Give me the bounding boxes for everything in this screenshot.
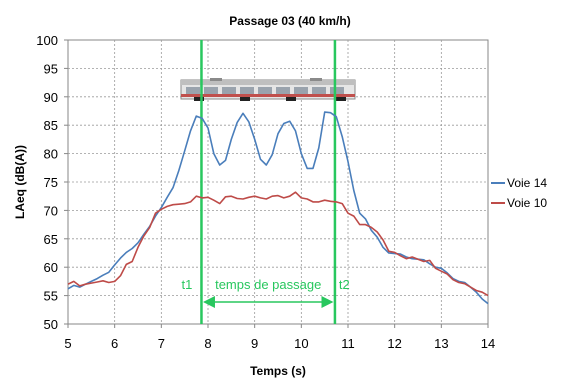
x-tick-label: 7 [158, 336, 165, 351]
legend: Voie 14 Voie 10 [491, 176, 547, 210]
x-tick-label: 11 [341, 336, 355, 351]
legend-label-voie-10: Voie 10 [507, 196, 547, 210]
series-line-voie-10 [67, 191, 489, 297]
y-tick-label: 90 [44, 90, 58, 105]
y-tick-labels: 50 55 60 65 70 75 80 85 90 95 100 [36, 33, 58, 332]
x-tick-label: 6 [111, 336, 118, 351]
series-lines [67, 111, 489, 305]
x-tick-label: 13 [434, 336, 448, 351]
x-tick-labels: 5 6 7 8 9 10 11 12 13 14 [64, 336, 495, 351]
x-tick-label: 5 [64, 336, 71, 351]
y-tick-label: 65 [44, 232, 58, 247]
x-axis-label: Temps (s) [250, 364, 306, 378]
passage-label: temps de passage [215, 277, 321, 292]
x-tick-label: 10 [294, 336, 308, 351]
y-axis-label: LAeq (dB(A)) [13, 145, 27, 219]
y-tick-label: 95 [44, 61, 58, 76]
x-tick-label: 9 [251, 336, 258, 351]
legend-label-voie-14: Voie 14 [507, 176, 547, 190]
y-tick-label: 55 [44, 289, 58, 304]
x-tick-label: 8 [204, 336, 211, 351]
gridlines [64, 39, 489, 328]
y-tick-label: 80 [44, 147, 58, 162]
y-tick-label: 85 [44, 118, 58, 133]
passage-markers: t1 t2 temps de passage [181, 40, 350, 324]
y-tick-label: 60 [44, 260, 58, 275]
y-tick-label: 50 [44, 317, 58, 332]
y-tick-label: 75 [44, 175, 58, 190]
chart-title: Passage 03 (40 km/h) [229, 14, 350, 28]
y-tick-label: 70 [44, 203, 58, 218]
tram-side-view-icon [180, 78, 356, 101]
x-tick-label: 12 [387, 336, 401, 351]
t1-label: t1 [181, 277, 192, 292]
x-tick-label: 14 [481, 336, 495, 351]
y-tick-label: 100 [36, 33, 58, 48]
t2-label: t2 [339, 277, 350, 292]
